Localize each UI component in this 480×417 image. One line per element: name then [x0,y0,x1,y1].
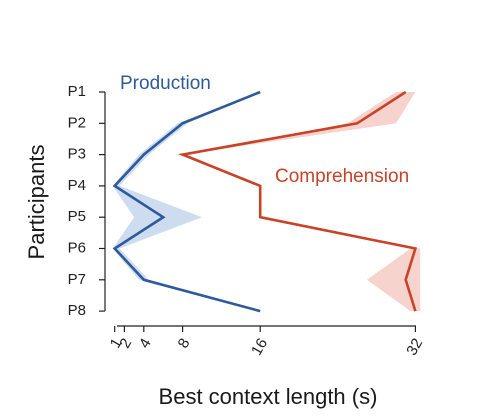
y-tick-label-p4: P4 [68,177,86,194]
confidence-bands [112,92,421,312]
x-tick-label-32: 32 [403,335,426,358]
y-tick-label-p3: P3 [68,146,86,163]
confidence-band-comprehension [182,92,421,312]
series-lines [112,90,418,313]
axes [104,92,416,327]
y-tick-label-p1: P1 [68,83,86,100]
y-axis-title: Participants [24,145,49,260]
series-line-comprehension [177,90,418,312]
y-tick-label-p6: P6 [68,239,86,256]
y-tick-label-p7: P7 [68,271,86,288]
x-tick-label-4: 4 [136,335,155,351]
y-tick-label-p8: P8 [68,302,86,319]
y-tick-label-p2: P2 [68,114,86,131]
labels: Participants Best context length (s) Pro… [24,73,409,409]
confidence-band-production [112,92,261,312]
y-tick-label-p5: P5 [68,208,86,225]
x-ticks: 12 4 8 16 32 [107,326,426,358]
series-label-production: Production [120,73,211,94]
y-ticks: P1 P2 P3 P4 P5 P6 P7 P8 [68,83,105,319]
x-tick-label-16: 16 [248,335,271,358]
x-tick-label-8: 8 [175,335,194,351]
series-label-comprehension: Comprehension [275,166,409,187]
x-axis-title: Best context length (s) [159,384,378,409]
series-line-production [112,90,261,313]
